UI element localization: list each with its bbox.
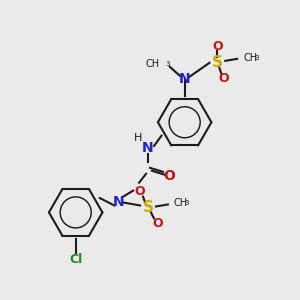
- Text: O: O: [153, 217, 163, 230]
- Text: 3: 3: [185, 200, 189, 206]
- Text: 3: 3: [254, 55, 259, 61]
- Text: H: H: [134, 133, 142, 143]
- Text: CH: CH: [243, 53, 257, 63]
- Text: S: S: [212, 55, 223, 70]
- Text: N: N: [142, 141, 154, 155]
- Text: N: N: [179, 72, 190, 86]
- Text: N: N: [112, 194, 124, 208]
- Text: O: O: [218, 72, 229, 85]
- Text: O: O: [135, 185, 146, 198]
- Text: CH: CH: [146, 59, 160, 69]
- Text: Cl: Cl: [69, 254, 82, 266]
- Text: O: O: [163, 169, 175, 183]
- Text: S: S: [142, 200, 154, 215]
- Text: O: O: [212, 40, 223, 53]
- Text: 3: 3: [166, 61, 170, 67]
- Text: CH: CH: [174, 199, 188, 208]
